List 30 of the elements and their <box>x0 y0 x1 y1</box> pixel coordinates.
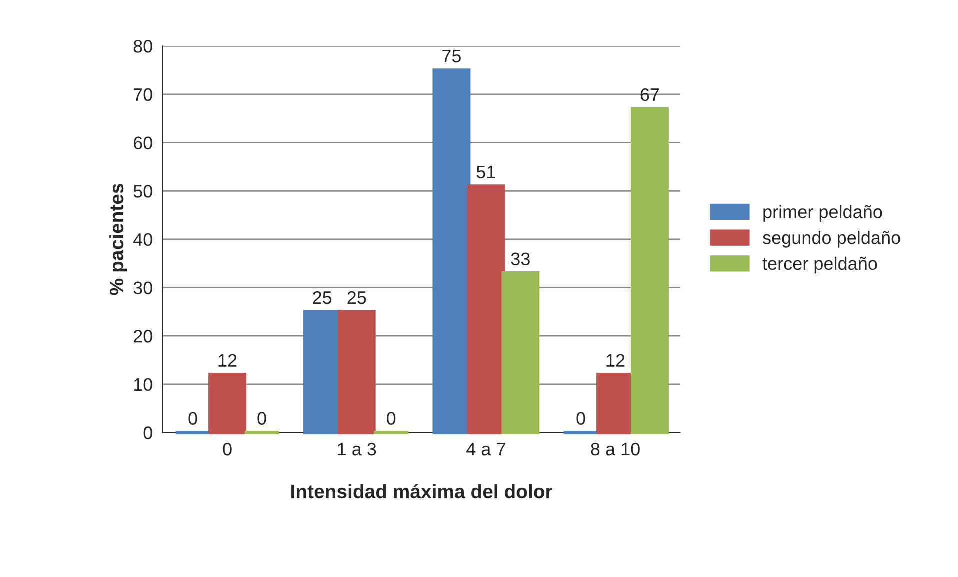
x-tick-label: 4 a 7 <box>466 443 506 456</box>
y-tick-label: 50 <box>134 185 152 198</box>
data-label: 0 <box>188 412 198 426</box>
y-tick-label: 0 <box>144 426 152 440</box>
x-tick-label: 0 <box>223 442 232 456</box>
y-tick-label: 80 <box>134 40 152 53</box>
y-tick-label: 70 <box>134 88 152 102</box>
data-label: 0 <box>258 412 266 426</box>
data-label: 25 <box>313 291 332 304</box>
legend-label: primer peldaño <box>764 205 882 222</box>
y-axis-title: % pacientes <box>109 184 128 296</box>
data-label: 12 <box>606 354 625 367</box>
data-label: 0 <box>387 412 396 426</box>
data-label: 0 <box>576 412 586 426</box>
legend-label: segundo peldaño <box>763 231 900 248</box>
legend-label: tercer peldaño <box>762 256 878 274</box>
data-label: 51 <box>476 166 496 179</box>
x-tick-label: 8 a 10 <box>591 442 640 456</box>
x-axis-title: Intensidad máxima del dolor <box>292 484 553 499</box>
data-label: 75 <box>442 50 461 63</box>
data-label: 12 <box>218 354 237 367</box>
y-tick-label: 40 <box>133 233 152 246</box>
data-label: 25 <box>348 291 366 304</box>
y-tick-label: 20 <box>134 330 152 343</box>
data-label: 67 <box>640 88 660 102</box>
y-tick-label: 60 <box>134 136 152 150</box>
data-label: 33 <box>511 252 530 266</box>
x-tick-label: 1 a 3 <box>338 442 376 456</box>
y-tick-label: 10 <box>134 378 152 392</box>
y-tick-label: 30 <box>134 282 152 294</box>
